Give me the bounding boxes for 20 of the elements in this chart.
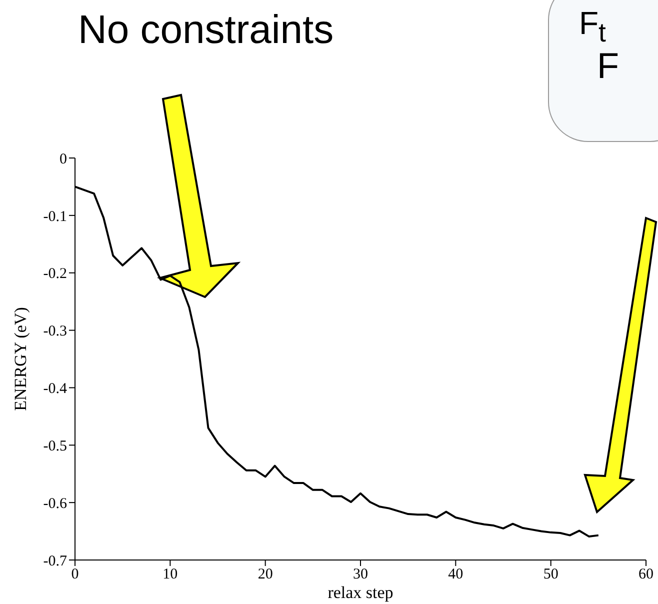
y-tick-label: -0.1 (43, 208, 67, 225)
y-axis-title: ENERGY (eV) (11, 307, 30, 411)
y-tick-label: -0.4 (43, 381, 68, 398)
text: F (597, 45, 619, 87)
x-tick-label: 0 (71, 566, 79, 583)
y-tick-label: -0.7 (43, 553, 68, 570)
x-tick-label: 30 (353, 566, 368, 583)
x-tick-label: 10 (162, 566, 178, 583)
y-tick-label: -0.6 (43, 496, 68, 512)
y-tick-label: 0 (60, 151, 67, 168)
y-tick-label: -0.3 (43, 324, 67, 340)
x-tick-label: 20 (258, 566, 273, 583)
y-tick-label: -0.2 (43, 266, 67, 282)
y-tick-label: -0.5 (43, 438, 67, 454)
x-axis-title: relax step (328, 583, 394, 602)
text: F$_{t}$ (579, 5, 606, 48)
x-tick-label: 40 (448, 566, 464, 583)
text: No constraints (78, 8, 334, 53)
x-tick-label: 50 (543, 566, 558, 583)
x-tick-label: 60 (638, 566, 654, 583)
